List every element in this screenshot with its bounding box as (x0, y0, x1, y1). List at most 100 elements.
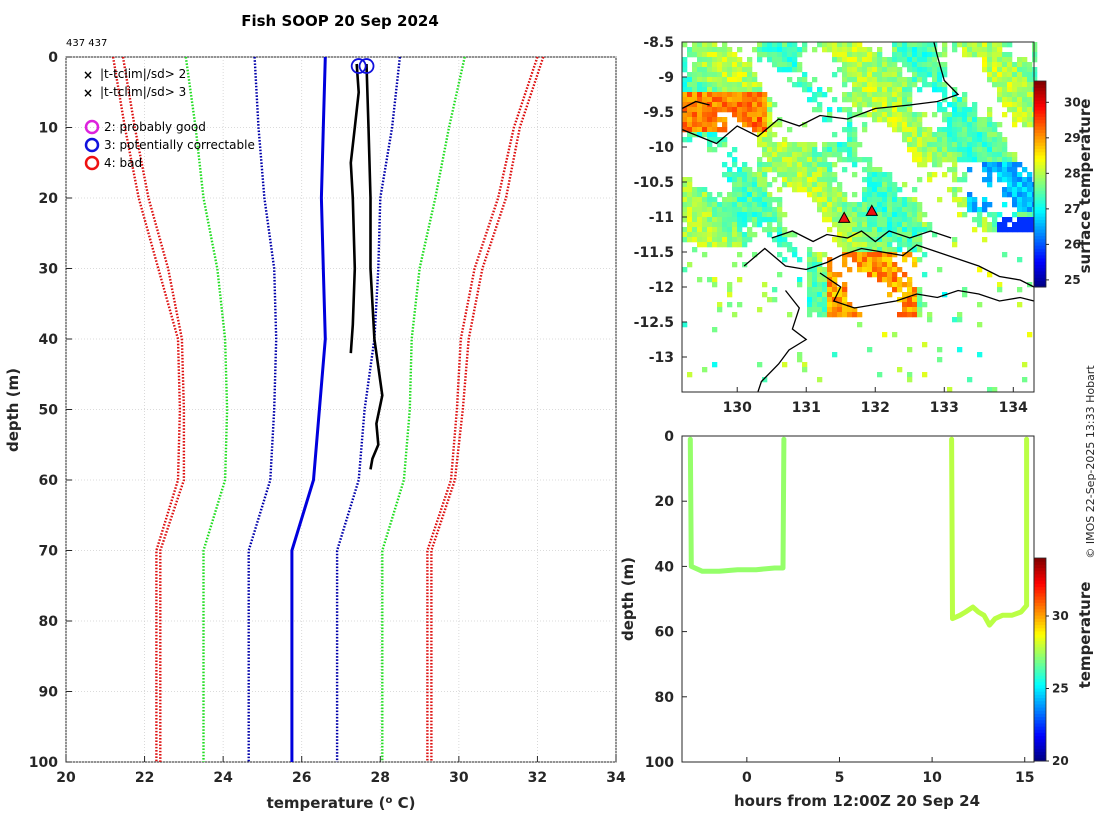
sst-cell (932, 72, 938, 78)
sst-cell (737, 67, 743, 73)
sst-cell (852, 202, 858, 208)
sst-cell (797, 67, 803, 73)
sst-cell (757, 162, 763, 168)
sst-cell (937, 142, 943, 148)
sst-cell (902, 257, 908, 263)
sst-cell (992, 122, 998, 128)
sst-cell (732, 172, 738, 178)
x-tick-label: 20 (56, 770, 76, 786)
sst-cell (842, 77, 848, 83)
sst-cell (682, 137, 688, 143)
sst-cell (912, 112, 918, 118)
temperature-colorbar-step (1034, 751, 1046, 756)
sst-cell (872, 102, 878, 108)
sst-cell (957, 152, 963, 158)
sst-cell (792, 142, 798, 148)
sst-cell (712, 42, 718, 48)
sst-cell (702, 52, 708, 58)
sst-cell (992, 52, 998, 58)
climatology-sd3_high_a (426, 56, 539, 762)
sst-cell (917, 202, 923, 208)
sst-cell (822, 202, 828, 208)
sst-cell (1002, 162, 1008, 168)
sst-cell (692, 212, 698, 218)
sst-cell (852, 237, 858, 243)
sst-cell (852, 147, 858, 153)
sst-cell (962, 112, 968, 118)
sst-cell (967, 142, 973, 148)
sst-cell (992, 387, 998, 393)
sst-cell (757, 187, 763, 193)
sst-cell (722, 42, 728, 48)
sst-cell (762, 192, 768, 198)
sst-cell (742, 237, 748, 243)
sst-cell (837, 67, 843, 73)
sst-cell (707, 52, 713, 58)
sst-cell (757, 97, 763, 103)
depth-time-segment-1 (949, 436, 1030, 628)
sst-cell (827, 287, 833, 293)
temperature-colorbar-step (1034, 678, 1046, 683)
sst-cell (747, 107, 753, 113)
sst-cell (1002, 217, 1008, 223)
sst-cell (877, 277, 883, 283)
sst-cell (847, 127, 853, 133)
sst-cell (722, 107, 728, 113)
sst-cell (717, 52, 723, 58)
sst-cell (932, 162, 938, 168)
sst-cell (872, 82, 878, 88)
sst-cell (722, 82, 728, 88)
sst-cell (877, 252, 883, 258)
sst-cell (962, 97, 968, 103)
sst-cell (682, 77, 688, 83)
sst-cell (812, 292, 818, 298)
sst-cell (1022, 67, 1028, 73)
sst-cell (692, 232, 698, 238)
sst-cell (857, 87, 863, 93)
sst-cell (917, 307, 923, 313)
temperature-colorbar-step (1034, 618, 1046, 622)
sst-cell (887, 82, 893, 88)
sst-cell (847, 42, 853, 48)
sst-cell (697, 222, 703, 228)
sst-cell (737, 107, 743, 113)
sst-cell (957, 317, 963, 323)
sst-cell (752, 82, 758, 88)
sst-cell (697, 217, 703, 223)
sst-cell (797, 277, 803, 283)
sst-cell (787, 57, 793, 63)
sst-cell (847, 72, 853, 78)
temperature-colorbar-step (1034, 681, 1046, 686)
sst-cell (792, 247, 798, 253)
sst-cell (917, 132, 923, 138)
sst-cell (817, 297, 823, 303)
sst-cell (912, 242, 918, 248)
sst-cell (742, 67, 748, 73)
sst-cell (687, 182, 693, 188)
sst-cell (772, 142, 778, 148)
sst-cell (912, 257, 918, 263)
sst-cell (832, 272, 838, 278)
sst-cell (907, 297, 913, 303)
sst-cell (917, 222, 923, 228)
sst-cell (952, 112, 958, 118)
sst-colorbar-step (1034, 116, 1046, 121)
sst-cell (712, 207, 718, 213)
sst-cell (762, 132, 768, 138)
sst-cell (862, 217, 868, 223)
climatology-sd1_low (247, 56, 278, 762)
sst-cell (787, 67, 793, 73)
sst-cell (987, 72, 993, 78)
sst-cell (827, 192, 833, 198)
sst-cell (857, 202, 863, 208)
sst-cell (727, 232, 733, 238)
sst-cell (747, 172, 753, 178)
sst-cell (682, 322, 688, 328)
sst-cell (792, 187, 798, 193)
sst-cell (982, 227, 988, 233)
sst-cell (857, 252, 863, 258)
sst-cell (757, 92, 763, 98)
sst-cell (997, 167, 1003, 173)
sst-cell (797, 352, 803, 358)
sst-cell (867, 182, 873, 188)
